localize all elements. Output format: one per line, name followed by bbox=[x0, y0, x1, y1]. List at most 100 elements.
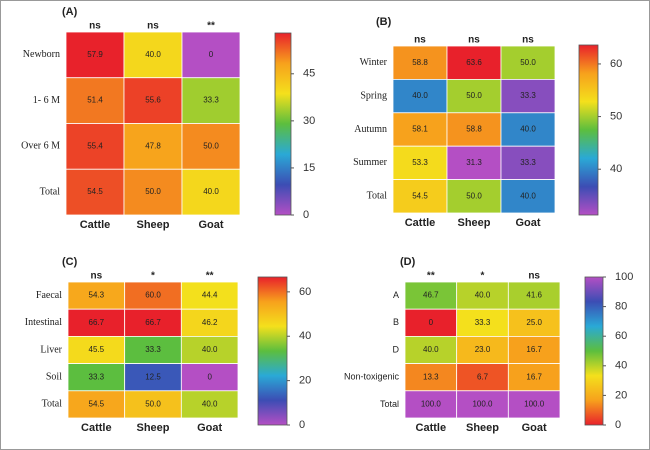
row-label: Faecal bbox=[36, 290, 62, 301]
row-label: D bbox=[393, 344, 400, 354]
row-label: Total bbox=[40, 186, 61, 197]
colorbar bbox=[578, 44, 599, 216]
heat-cell bbox=[500, 112, 556, 147]
colorbar-tick-label: 100 bbox=[615, 271, 633, 283]
colorbar-tick-label: 80 bbox=[615, 301, 627, 313]
cell-value: 40.0 bbox=[423, 345, 439, 354]
row-label: Total bbox=[367, 191, 388, 202]
cell-value: 40.0 bbox=[520, 191, 536, 200]
cell-value: 55.6 bbox=[145, 96, 161, 105]
cell-value: 16.7 bbox=[526, 372, 542, 381]
significance-label: * bbox=[151, 271, 155, 282]
heat-cell bbox=[180, 390, 239, 419]
heat-cell bbox=[507, 281, 561, 310]
heat-cell bbox=[404, 390, 458, 419]
column-label: Goat bbox=[198, 219, 223, 231]
heat-cell bbox=[456, 363, 509, 392]
heat-cell bbox=[507, 308, 561, 337]
panel-title: (C) bbox=[62, 256, 78, 268]
heat-cell bbox=[180, 335, 239, 364]
heat-cell bbox=[181, 168, 241, 216]
heat-cell bbox=[404, 335, 458, 364]
heat-cell bbox=[123, 168, 183, 216]
colorbar bbox=[257, 276, 288, 426]
heat-cell bbox=[507, 390, 561, 419]
cell-value: 50.0 bbox=[466, 91, 482, 100]
column-label: Cattle bbox=[81, 422, 112, 434]
colorbar bbox=[274, 32, 292, 216]
row-label: Autumn bbox=[354, 124, 387, 135]
heat-cell bbox=[181, 31, 241, 79]
significance-label: ns bbox=[522, 35, 534, 46]
colorbar-tick-label: 40 bbox=[299, 330, 311, 342]
cell-value: 6.7 bbox=[477, 372, 489, 381]
cell-value: 0 bbox=[209, 50, 214, 59]
colorbar-tick-label: 40 bbox=[610, 163, 622, 175]
cell-value: 12.5 bbox=[145, 372, 161, 381]
heat-cell bbox=[507, 335, 561, 364]
row-label: Winter bbox=[360, 57, 388, 68]
cell-value: 58.8 bbox=[412, 58, 428, 67]
cell-value: 100.0 bbox=[472, 400, 493, 409]
cell-value: 0 bbox=[207, 372, 212, 381]
column-label: Cattle bbox=[80, 219, 111, 231]
heat-cell bbox=[507, 363, 561, 392]
heat-cell bbox=[124, 281, 182, 310]
significance-label: ns bbox=[90, 271, 102, 282]
cell-value: 53.3 bbox=[412, 158, 428, 167]
cell-value: 54.5 bbox=[87, 187, 103, 196]
heat-cell bbox=[500, 45, 556, 80]
cell-value: 46.2 bbox=[202, 318, 218, 327]
heat-cell bbox=[65, 31, 125, 79]
cell-value: 46.7 bbox=[423, 291, 439, 300]
cell-value: 66.7 bbox=[145, 318, 161, 327]
heat-cell bbox=[124, 390, 182, 419]
cell-value: 54.3 bbox=[89, 291, 105, 300]
cell-value: 33.3 bbox=[203, 96, 219, 105]
cell-value: 0 bbox=[429, 318, 434, 327]
cell-value: 40.0 bbox=[202, 400, 218, 409]
significance-label: ** bbox=[206, 271, 214, 282]
cell-value: 50.0 bbox=[520, 58, 536, 67]
colorbar-tick-label: 50 bbox=[610, 110, 622, 122]
significance-label: * bbox=[481, 271, 485, 282]
column-label: Goat bbox=[522, 422, 547, 434]
colorbar-tick-label: 45 bbox=[303, 68, 315, 80]
heat-cell bbox=[392, 45, 448, 80]
colorbar-tick-label: 60 bbox=[615, 330, 627, 342]
column-label: Goat bbox=[515, 217, 540, 229]
row-label: 1- 6 M bbox=[33, 95, 60, 106]
panel-title: (B) bbox=[376, 16, 392, 28]
cell-value: 51.4 bbox=[87, 96, 103, 105]
cell-value: 40.0 bbox=[203, 187, 219, 196]
cell-value: 33.3 bbox=[520, 91, 536, 100]
cell-value: 66.7 bbox=[89, 318, 105, 327]
cell-value: 13.3 bbox=[423, 372, 439, 381]
row-label: Newborn bbox=[23, 49, 60, 60]
heat-cell bbox=[123, 31, 183, 79]
significance-label: ns bbox=[468, 35, 480, 46]
panel-title: (A) bbox=[62, 6, 78, 18]
colorbar bbox=[584, 276, 604, 426]
cell-value: 40.0 bbox=[475, 291, 491, 300]
row-label: Summer bbox=[353, 157, 388, 168]
cell-value: 23.0 bbox=[475, 345, 491, 354]
heat-cell bbox=[180, 281, 239, 310]
column-label: Cattle bbox=[405, 217, 436, 229]
cell-value: 40.0 bbox=[412, 91, 428, 100]
colorbar-tick-label: 0 bbox=[299, 419, 305, 431]
heat-cell bbox=[180, 308, 239, 337]
cell-value: 40.0 bbox=[145, 50, 161, 59]
colorbar-tick-label: 20 bbox=[299, 375, 311, 387]
significance-label: ns bbox=[89, 21, 101, 32]
heat-cell bbox=[456, 308, 509, 337]
cell-value: 44.4 bbox=[202, 291, 218, 300]
cell-value: 50.0 bbox=[145, 187, 161, 196]
heat-cell bbox=[392, 112, 448, 147]
row-label: Soil bbox=[46, 371, 62, 382]
heat-cell bbox=[500, 79, 556, 114]
column-label: Sheep bbox=[136, 422, 169, 434]
heat-cell bbox=[456, 335, 509, 364]
heat-cell bbox=[124, 308, 182, 337]
colorbar-tick-label: 60 bbox=[299, 286, 311, 298]
